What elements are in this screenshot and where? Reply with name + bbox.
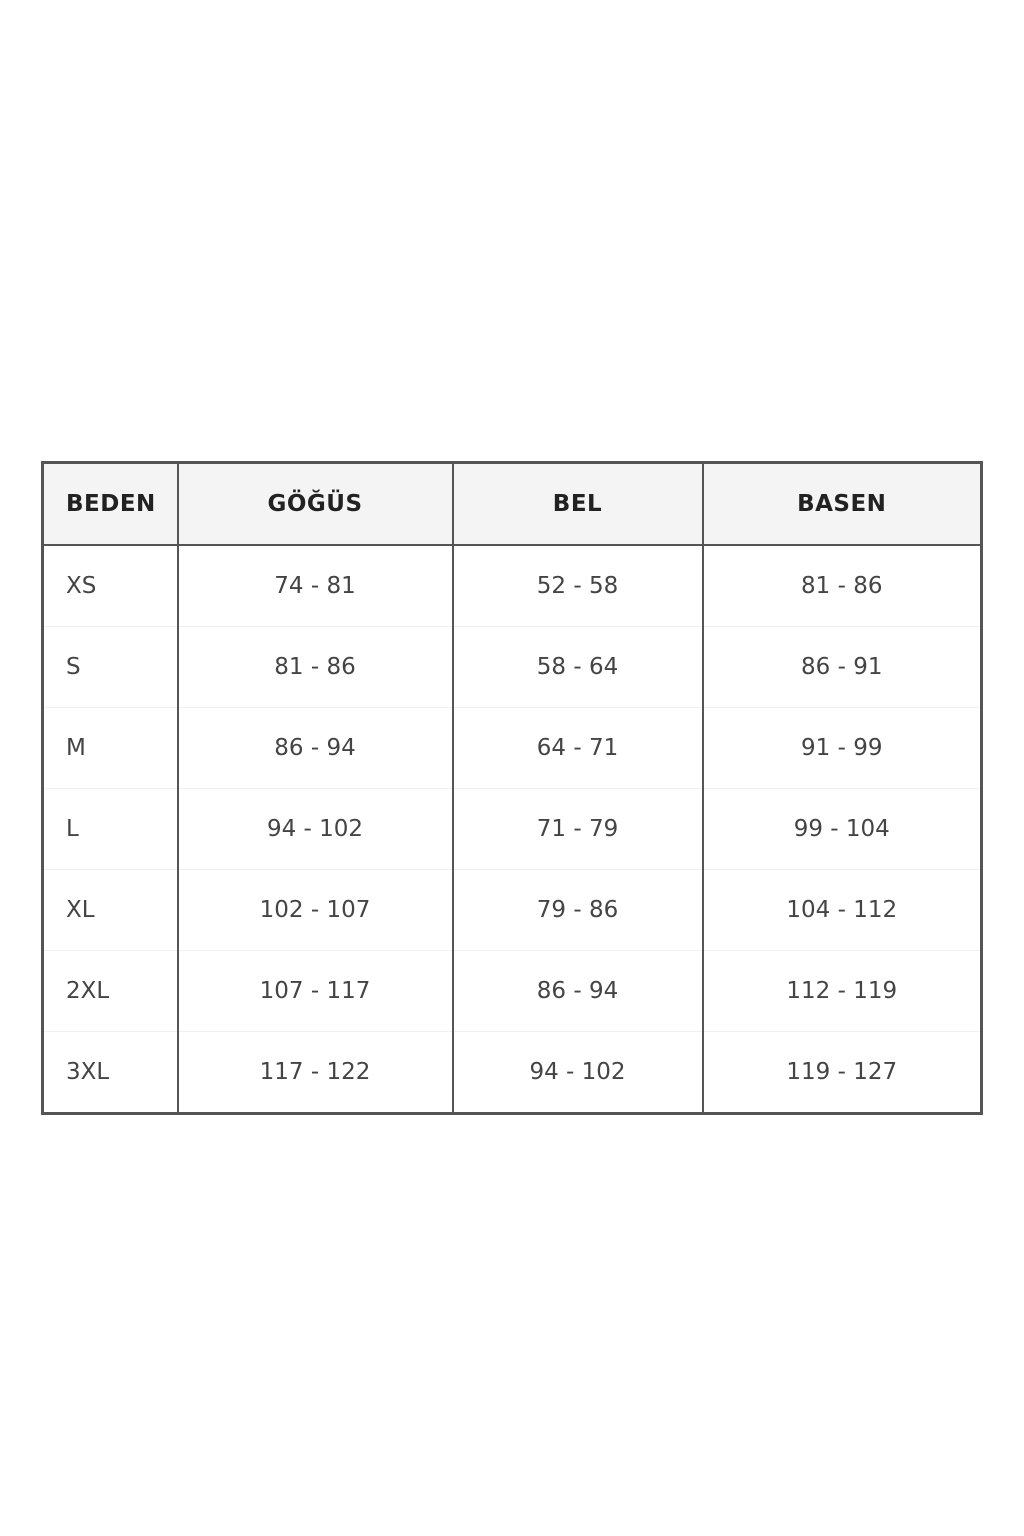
table-cell: 117 - 122 — [176, 1031, 453, 1114]
table-row: XS 74 - 81 52 - 58 81 - 86 — [42, 545, 982, 627]
table-cell: 119 - 127 — [701, 1031, 982, 1114]
table-row: L 94 - 102 71 - 79 99 - 104 — [42, 788, 982, 870]
table-cell: S — [42, 626, 178, 708]
table-cell: 2XL — [42, 950, 178, 1032]
table-cell: 102 - 107 — [176, 869, 453, 951]
table-cell: 86 - 94 — [176, 707, 453, 789]
table-cell: 86 - 94 — [451, 950, 703, 1032]
table-cell: 91 - 99 — [701, 707, 982, 789]
table-row: S 81 - 86 58 - 64 86 - 91 — [42, 626, 982, 708]
table-cell: 99 - 104 — [701, 788, 982, 870]
table-cell: 107 - 117 — [176, 950, 453, 1032]
table-cell: 81 - 86 — [176, 626, 453, 708]
header-row: BEDEN GÖĞÜS BEL BASEN — [42, 462, 982, 546]
table-cell: 58 - 64 — [451, 626, 703, 708]
header-cell: BASEN — [701, 462, 982, 546]
table-cell: 94 - 102 — [451, 1031, 703, 1114]
table-row: 3XL 117 - 122 94 - 102 119 - 127 — [42, 1031, 982, 1114]
table-cell: XS — [42, 545, 178, 627]
header-cell: BEL — [451, 462, 703, 546]
table-row: M 86 - 94 64 - 71 91 - 99 — [42, 707, 982, 789]
table-cell: 3XL — [42, 1031, 178, 1114]
header-cell: BEDEN — [42, 462, 178, 546]
table-cell: L — [42, 788, 178, 870]
table-cell: 52 - 58 — [451, 545, 703, 627]
table-row: 2XL 107 - 117 86 - 94 112 - 119 — [42, 950, 982, 1032]
table-cell: 104 - 112 — [701, 869, 982, 951]
table-cell: 94 - 102 — [176, 788, 453, 870]
table-row: XL 102 - 107 79 - 86 104 - 112 — [42, 869, 982, 951]
size-table: BEDEN GÖĞÜS BEL BASEN XS 74 - 81 52 - 58 81 - … — [41, 461, 983, 1115]
table-cell: 71 - 79 — [451, 788, 703, 870]
header-cell: GÖĞÜS — [176, 462, 453, 546]
table-cell: XL — [42, 869, 178, 951]
table-cell: M — [42, 707, 178, 789]
table-cell: 81 - 86 — [701, 545, 982, 627]
table-cell: 112 - 119 — [701, 950, 982, 1032]
table-cell: 74 - 81 — [176, 545, 453, 627]
table-cell: 86 - 91 — [701, 626, 982, 708]
table-cell: 79 - 86 — [451, 869, 703, 951]
table-cell: 64 - 71 — [451, 707, 703, 789]
